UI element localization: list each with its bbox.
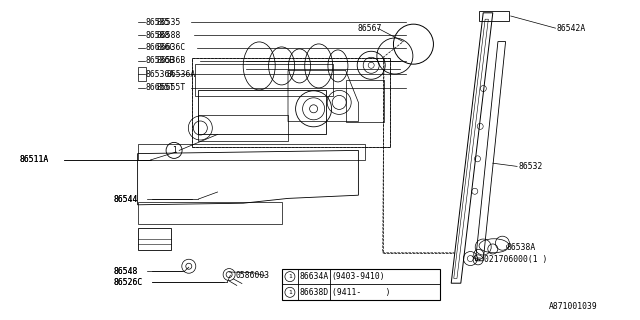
Text: 86538A: 86538A	[507, 243, 536, 252]
Text: 86548: 86548	[114, 267, 138, 276]
Text: 86532: 86532	[518, 162, 543, 171]
Text: 86636C: 86636C	[157, 44, 186, 52]
Text: 86636C: 86636C	[146, 44, 175, 52]
Text: 86634A: 86634A	[300, 272, 329, 281]
Text: A871001039: A871001039	[549, 302, 598, 311]
Text: 86588: 86588	[157, 31, 181, 40]
Text: 86536B: 86536B	[146, 56, 175, 65]
Text: 86526C: 86526C	[114, 278, 143, 287]
Text: 86535: 86535	[146, 18, 170, 27]
Text: 86511A: 86511A	[19, 156, 49, 164]
Text: 021706000(1 ): 021706000(1 )	[484, 255, 548, 264]
Text: 1: 1	[172, 146, 177, 155]
Text: 86536A: 86536A	[166, 70, 196, 79]
Text: 86535: 86535	[157, 18, 181, 27]
Text: 86655T: 86655T	[157, 83, 186, 92]
Text: 86526C: 86526C	[114, 278, 143, 287]
Bar	[138, 67, 146, 81]
Bar	[282, 269, 440, 300]
Text: 1: 1	[288, 274, 292, 279]
Text: 86511A: 86511A	[19, 156, 49, 164]
Text: 86544: 86544	[114, 195, 138, 204]
Text: 86536B: 86536B	[157, 56, 186, 65]
Text: 86567: 86567	[357, 24, 381, 33]
Bar	[138, 228, 171, 250]
Text: (9411-     ): (9411- )	[332, 288, 390, 297]
Text: 1: 1	[288, 290, 292, 295]
Bar	[479, 11, 509, 21]
Text: 86638D: 86638D	[300, 288, 329, 297]
Text: 86548: 86548	[114, 267, 138, 276]
Text: 86536A: 86536A	[146, 70, 175, 79]
Text: (9403-9410): (9403-9410)	[332, 272, 385, 281]
Text: N: N	[476, 257, 480, 262]
Text: 86588: 86588	[146, 31, 170, 40]
Text: 86542A: 86542A	[557, 24, 586, 33]
Text: 86544: 86544	[114, 195, 138, 204]
Text: 86655T: 86655T	[146, 83, 175, 92]
Bar	[192, 58, 390, 147]
Text: 0586003: 0586003	[236, 271, 269, 280]
